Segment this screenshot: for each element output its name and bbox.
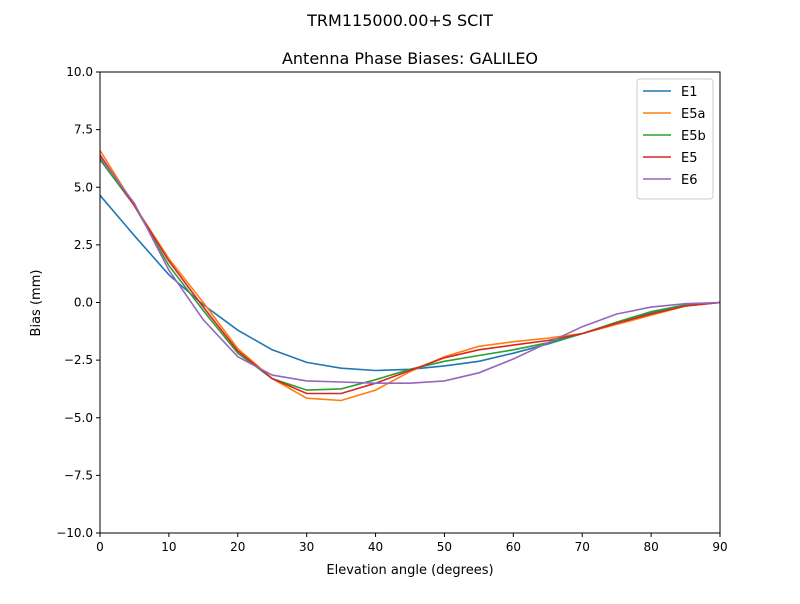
y-tick-label: 7.5 bbox=[74, 123, 93, 137]
x-tick-label: 60 bbox=[506, 540, 521, 554]
y-tick-label: 10.0 bbox=[66, 65, 93, 79]
x-tick-label: 80 bbox=[643, 540, 658, 554]
series-line-e5a bbox=[99, 149, 721, 402]
legend-label: E5a bbox=[681, 107, 705, 122]
legend-label: E5 bbox=[681, 151, 698, 166]
legend-label: E1 bbox=[681, 85, 698, 100]
x-tick-label: 50 bbox=[437, 540, 452, 554]
plot-frame bbox=[99, 71, 721, 534]
y-tick-label: 0.0 bbox=[74, 296, 93, 310]
x-tick-label: 40 bbox=[368, 540, 383, 554]
y-axis-label: Bias (mm) bbox=[29, 270, 44, 337]
legend-label: E5b bbox=[681, 129, 706, 144]
x-tick-label: 10 bbox=[161, 540, 176, 554]
y-tick-label: 5.0 bbox=[74, 180, 93, 194]
y-tick-label: −2.5 bbox=[64, 353, 93, 367]
legend-label: E6 bbox=[681, 173, 698, 188]
x-tick-label: 20 bbox=[230, 540, 245, 554]
series-line-e1 bbox=[99, 194, 721, 372]
chart-suptitle: TRM115000.00+S SCIT bbox=[306, 11, 493, 30]
x-axis-label: Elevation angle (degrees) bbox=[326, 563, 493, 578]
x-tick-label: 30 bbox=[299, 540, 314, 554]
legend-box bbox=[636, 78, 714, 200]
legend: E1 E5a E5b E5 E6 bbox=[636, 78, 714, 200]
x-tick-label: 90 bbox=[712, 540, 727, 554]
y-tick-label: −7.5 bbox=[64, 468, 93, 482]
x-tick-label: 0 bbox=[96, 540, 104, 554]
y-tick-label: −5.0 bbox=[64, 411, 93, 425]
series-line-e5b bbox=[99, 159, 721, 391]
series-line-e6 bbox=[99, 156, 721, 385]
y-tick-label: 2.5 bbox=[74, 238, 93, 252]
chart-title: Antenna Phase Biases: GALILEO bbox=[282, 49, 538, 68]
series-line-e5 bbox=[99, 154, 721, 395]
y-tick-label: −10.0 bbox=[56, 526, 93, 540]
x-tick-label: 70 bbox=[575, 540, 590, 554]
